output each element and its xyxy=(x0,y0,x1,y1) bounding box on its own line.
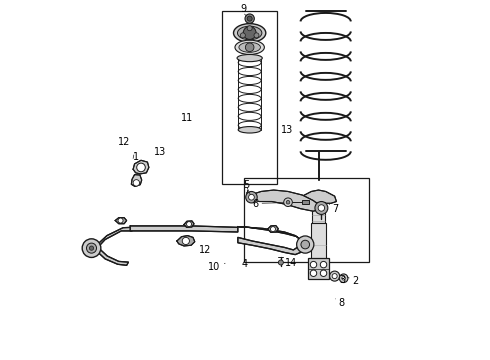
Text: 8: 8 xyxy=(338,298,344,309)
Text: 10: 10 xyxy=(208,262,220,272)
Bar xyxy=(245,178,369,262)
Polygon shape xyxy=(177,235,195,246)
Ellipse shape xyxy=(235,40,265,54)
Circle shape xyxy=(240,33,245,38)
Bar xyxy=(311,223,326,259)
Bar xyxy=(221,12,277,184)
Ellipse shape xyxy=(239,42,260,52)
Circle shape xyxy=(87,243,97,253)
Circle shape xyxy=(284,198,293,207)
Ellipse shape xyxy=(238,26,262,40)
Circle shape xyxy=(243,27,256,40)
Polygon shape xyxy=(133,160,149,174)
Bar xyxy=(308,258,329,279)
Text: 13: 13 xyxy=(281,125,293,135)
Circle shape xyxy=(310,270,317,276)
Circle shape xyxy=(82,239,101,257)
Polygon shape xyxy=(115,218,126,224)
Circle shape xyxy=(247,16,252,21)
Bar xyxy=(312,202,325,223)
Circle shape xyxy=(320,270,327,276)
Circle shape xyxy=(254,33,259,38)
Circle shape xyxy=(270,226,275,231)
Polygon shape xyxy=(300,190,337,203)
Polygon shape xyxy=(130,226,238,232)
Ellipse shape xyxy=(234,24,266,42)
Polygon shape xyxy=(184,221,194,227)
Text: 11: 11 xyxy=(181,113,193,123)
Circle shape xyxy=(330,271,340,281)
Circle shape xyxy=(248,194,254,200)
Polygon shape xyxy=(238,226,306,255)
Text: 12: 12 xyxy=(198,245,211,255)
Text: 7: 7 xyxy=(332,204,338,215)
Circle shape xyxy=(247,26,252,31)
Text: 6: 6 xyxy=(252,199,258,210)
Polygon shape xyxy=(96,227,132,250)
Ellipse shape xyxy=(238,127,261,133)
Circle shape xyxy=(89,246,94,250)
Text: 2: 2 xyxy=(353,276,359,286)
Text: 12: 12 xyxy=(118,137,130,147)
Circle shape xyxy=(245,192,257,203)
Text: 4: 4 xyxy=(242,259,248,269)
Circle shape xyxy=(342,276,345,280)
Circle shape xyxy=(187,222,192,226)
Circle shape xyxy=(310,261,317,268)
Text: 1: 1 xyxy=(133,152,139,162)
Circle shape xyxy=(339,274,348,283)
Circle shape xyxy=(133,180,140,186)
Polygon shape xyxy=(251,190,320,211)
Ellipse shape xyxy=(237,54,262,62)
Circle shape xyxy=(315,202,328,215)
Circle shape xyxy=(301,240,310,249)
Polygon shape xyxy=(268,226,278,232)
Polygon shape xyxy=(97,247,128,265)
Text: 9: 9 xyxy=(240,4,246,14)
Circle shape xyxy=(318,205,324,211)
Circle shape xyxy=(245,43,254,51)
Circle shape xyxy=(286,201,290,204)
Circle shape xyxy=(332,274,337,279)
Bar xyxy=(302,200,309,204)
Circle shape xyxy=(245,14,254,23)
Text: 14: 14 xyxy=(285,258,297,268)
Circle shape xyxy=(278,260,283,265)
Text: 3: 3 xyxy=(339,275,345,285)
Circle shape xyxy=(320,261,327,268)
Text: 5: 5 xyxy=(244,180,250,190)
Circle shape xyxy=(296,236,314,253)
Circle shape xyxy=(118,218,123,223)
Text: 13: 13 xyxy=(154,147,166,157)
Circle shape xyxy=(182,237,190,244)
Polygon shape xyxy=(131,175,142,186)
Circle shape xyxy=(137,163,146,172)
